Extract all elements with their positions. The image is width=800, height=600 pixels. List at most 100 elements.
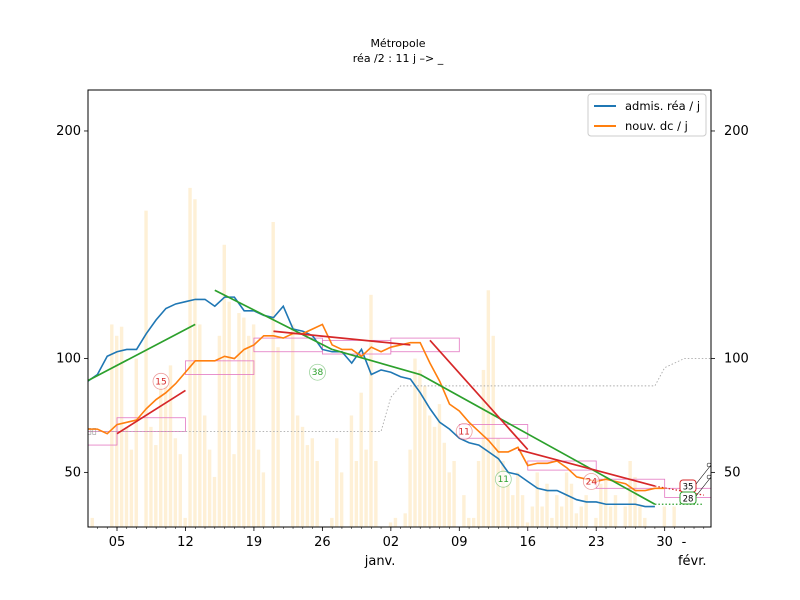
daily-bar (159, 381, 163, 527)
daily-bar (251, 324, 256, 527)
daily-bar (432, 426, 437, 527)
daily-bar (339, 472, 344, 527)
end-label-leader (695, 464, 712, 485)
daily-bar (232, 454, 236, 527)
daily-bar (559, 506, 564, 527)
legend-label: admis. réa / j (625, 99, 700, 113)
daily-bar (335, 438, 339, 527)
daily-bar (193, 199, 197, 527)
daily-bar (207, 449, 212, 527)
daily-bar (364, 449, 368, 527)
plot-frame (87, 89, 712, 528)
x-extra-tick-label: - (682, 535, 687, 550)
daily-bar (183, 517, 187, 527)
daily-bar (90, 517, 94, 527)
daily-bar (178, 454, 182, 527)
daily-bar (511, 495, 515, 527)
end-label-text: 35 (683, 483, 694, 493)
daily-bar (271, 222, 275, 527)
end-label-box (679, 491, 697, 505)
daily-bar (452, 460, 456, 527)
daily-bar (550, 517, 554, 527)
x-tick-label: 09 (451, 535, 468, 550)
daily-bar (418, 369, 422, 527)
daily-bar (555, 495, 559, 527)
red-fit-line (429, 339, 529, 451)
daily-bar (569, 483, 574, 527)
dc-series-line (88, 323, 665, 492)
daily-bar (144, 210, 148, 527)
daily-bar (374, 460, 378, 527)
daily-bar (672, 506, 676, 527)
daily-bar (110, 324, 114, 527)
daily-bar (369, 294, 373, 527)
rea-series-line (88, 296, 655, 508)
annotation-circle (309, 363, 326, 381)
daily-bar (330, 517, 334, 527)
daily-bar (188, 187, 192, 527)
daily-bar (413, 358, 417, 527)
daily-bar (628, 460, 632, 527)
legend: admis. réa / j nouv. dc / j (587, 93, 707, 137)
green-fit-line (419, 373, 656, 505)
daily-bar (354, 460, 359, 527)
daily-bar (491, 335, 495, 527)
daily-bar (359, 392, 363, 527)
daily-bar (129, 449, 134, 527)
daily-bar (388, 522, 393, 527)
chart-title: Métropole (370, 37, 425, 50)
daily-bar (623, 506, 627, 527)
x-tick-label: 12 (177, 535, 194, 550)
y-tick-label-right: 200 (724, 124, 749, 139)
daily-bar (393, 517, 398, 527)
daily-bar (584, 495, 588, 527)
daily-bar (423, 385, 427, 527)
daily-bar (545, 483, 549, 527)
x-month-label: févr. (678, 554, 707, 569)
daily-bar (295, 415, 300, 527)
y-tick-label-left: 200 (56, 124, 81, 139)
daily-bar (467, 517, 471, 527)
x-tick-label: 16 (519, 535, 536, 550)
daily-bar (300, 426, 305, 527)
daily-bar (203, 415, 207, 527)
weekly-step (185, 360, 255, 375)
daily-bar (462, 495, 466, 527)
daily-bar (212, 476, 217, 527)
daily-bar (471, 517, 476, 527)
daily-bar (310, 438, 314, 527)
daily-bar (520, 495, 525, 527)
annotation-label: 38 (312, 368, 324, 378)
daily-bar (261, 472, 266, 527)
daily-bar (173, 438, 178, 527)
green-fit-line (214, 289, 333, 351)
annotation-circle (455, 423, 473, 440)
daily-bar (222, 244, 226, 527)
daily-bar (134, 358, 138, 527)
green-fit-line (331, 348, 421, 376)
red-fit-line (517, 448, 656, 487)
daily-bar (501, 460, 505, 527)
end-label-text: 28 (683, 495, 694, 505)
daily-bar (564, 472, 569, 527)
daily-bar (237, 313, 241, 527)
daily-bar (427, 415, 432, 527)
daily-bar (349, 415, 354, 527)
daily-bar (574, 513, 579, 527)
end-label-leader (695, 476, 712, 497)
end-label-dot (706, 462, 712, 468)
daily-bar (291, 324, 295, 527)
annotation-circle (152, 372, 170, 390)
daily-bar (149, 426, 153, 527)
end-label-dot (706, 474, 712, 480)
plot-area: 15 38 11 11 24 (88, 187, 711, 527)
daily-bar (662, 506, 667, 527)
y-tick-label-right: 100 (724, 352, 749, 367)
daily-bar (515, 472, 520, 527)
daily-bar (315, 460, 319, 527)
y-tick-label-left: 50 (64, 465, 81, 480)
legend-label: nouv. dc / j (625, 119, 688, 133)
daily-bar (525, 522, 530, 527)
daily-bar (442, 442, 447, 527)
